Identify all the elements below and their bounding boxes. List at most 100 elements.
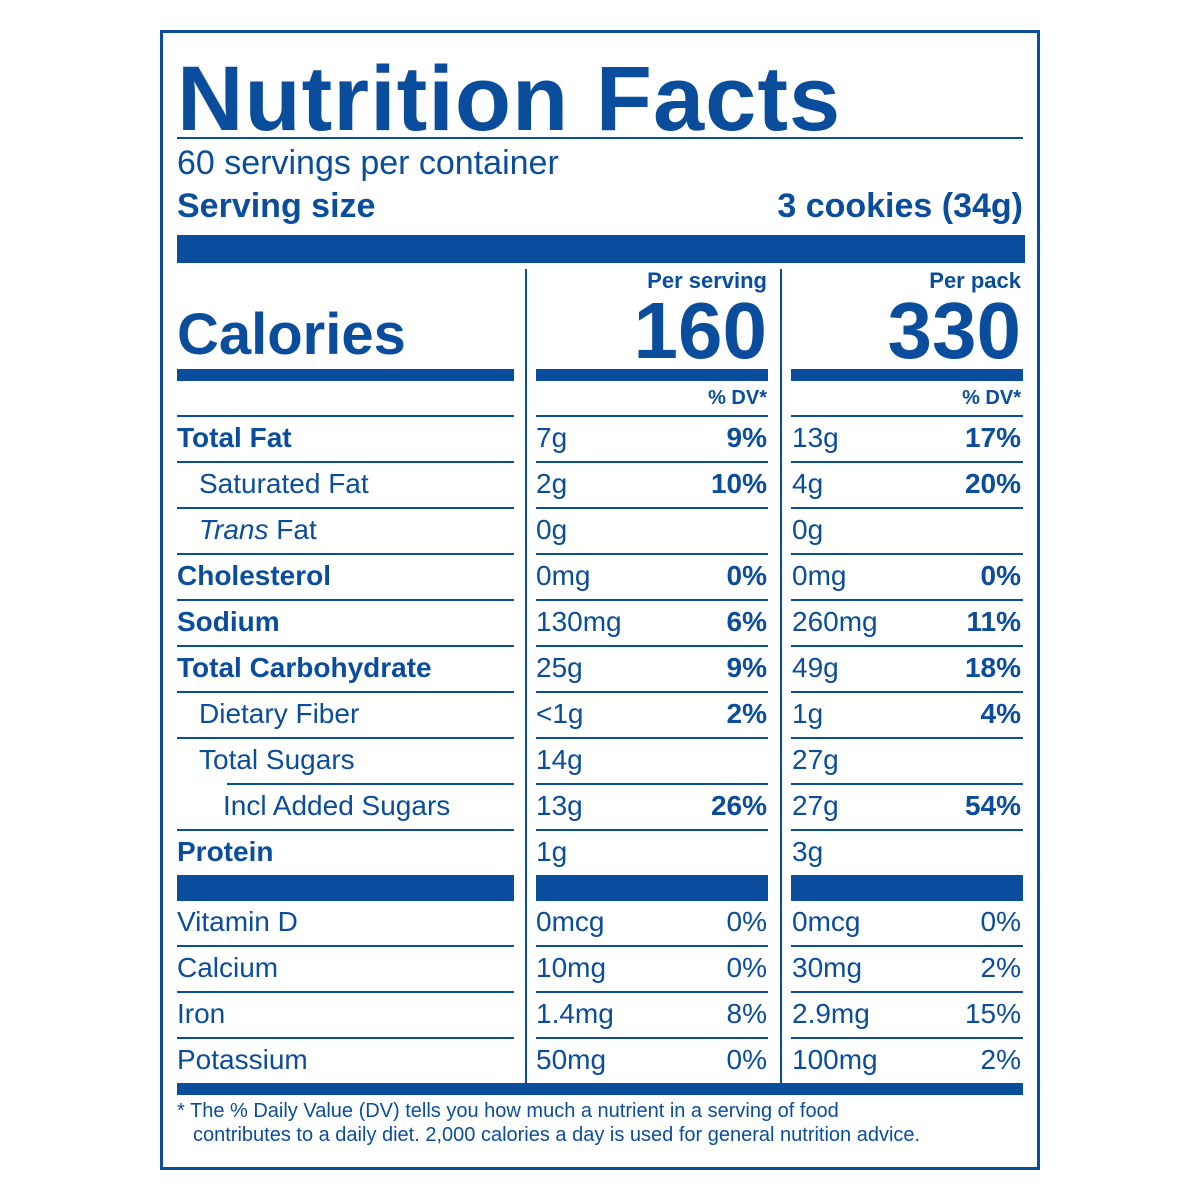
thick-rule-bottom bbox=[177, 1083, 1023, 1095]
per-serving-amount: 1.4mg bbox=[536, 998, 614, 1029]
per-pack-dv: 2% bbox=[980, 952, 1021, 983]
title-rule bbox=[177, 137, 1023, 139]
row-rule bbox=[791, 553, 1023, 555]
trans-rest: Fat bbox=[268, 514, 317, 545]
per-pack-dv: 17% bbox=[964, 422, 1021, 453]
row-rule bbox=[791, 415, 1023, 417]
nutrient-label: Protein bbox=[177, 836, 274, 867]
per-pack-dv: 11% bbox=[966, 606, 1022, 637]
per-serving-dv: 0% bbox=[726, 1044, 767, 1075]
per-serving-amount: 130mg bbox=[536, 606, 622, 637]
row-rule bbox=[177, 691, 514, 693]
nutrient-label: Sodium bbox=[177, 606, 280, 637]
nutrient-label: Trans Fat bbox=[199, 514, 317, 546]
row-rule bbox=[791, 783, 1023, 785]
per-serving-dv: 9% bbox=[726, 422, 767, 453]
column-divider-1 bbox=[525, 269, 527, 1083]
per-serving-amount: 10mg bbox=[536, 952, 607, 983]
row-rule bbox=[536, 691, 768, 693]
per-serving-amount: 1g bbox=[536, 836, 568, 867]
row-rule bbox=[791, 945, 1023, 947]
per-pack-amount: 100mg bbox=[792, 1044, 878, 1075]
serving-size-label: Serving size bbox=[177, 187, 376, 225]
per-serving-dv: 0% bbox=[726, 560, 767, 591]
nutrient-label: Saturated Fat bbox=[199, 468, 369, 499]
row-rule bbox=[536, 507, 768, 509]
per-pack-amount: 49g bbox=[792, 652, 839, 683]
per-pack-dv: 54% bbox=[964, 790, 1021, 821]
row-rule bbox=[177, 829, 514, 831]
row-rule bbox=[791, 829, 1023, 831]
row-rule bbox=[177, 599, 514, 601]
row-rule bbox=[177, 645, 514, 647]
per-serving-dv: 10% bbox=[710, 468, 767, 499]
per-pack-amount: 30mg bbox=[792, 952, 863, 983]
thick-rule-vitamins-right bbox=[791, 875, 1023, 901]
row-rule bbox=[791, 691, 1023, 693]
calories-rule-mid bbox=[536, 369, 768, 381]
per-serving-amount: 7g bbox=[536, 422, 568, 453]
row-rule bbox=[536, 783, 768, 785]
row-rule bbox=[536, 945, 768, 947]
per-serving-dv: 26% bbox=[710, 790, 767, 821]
per-serving-header: Per serving bbox=[647, 268, 767, 293]
row-rule bbox=[536, 737, 768, 739]
per-pack-header: Per pack bbox=[929, 268, 1021, 293]
per-serving-dv: 0% bbox=[726, 952, 767, 983]
per-serving-dv: 2% bbox=[726, 698, 767, 729]
per-serving-dv: 6% bbox=[726, 606, 767, 637]
calories-rule-right bbox=[791, 369, 1023, 381]
nutrient-label: Total Carbohydrate bbox=[177, 652, 432, 683]
row-rule bbox=[791, 507, 1023, 509]
trans-italic: Trans bbox=[199, 514, 269, 545]
label-title: Nutrition Facts bbox=[177, 48, 842, 150]
per-serving-amount: <1g bbox=[536, 698, 584, 729]
footnote-line-2: contributes to a daily diet. 2,000 calor… bbox=[193, 1124, 921, 1146]
row-rule bbox=[177, 1037, 514, 1039]
nutrient-label: Dietary Fiber bbox=[199, 698, 360, 729]
column-divider-2 bbox=[780, 269, 782, 1083]
nutrient-label: Total Sugars bbox=[199, 744, 355, 775]
serving-size-value: 3 cookies (34g) bbox=[777, 187, 1023, 225]
per-pack-dv: 4% bbox=[980, 698, 1021, 729]
row-rule bbox=[791, 991, 1023, 993]
thick-rule-vitamins-mid bbox=[536, 875, 768, 901]
row-rule bbox=[791, 599, 1023, 601]
footnote-line-1: * The % Daily Value (DV) tells you how m… bbox=[177, 1100, 839, 1122]
nutrient-label: Total Fat bbox=[177, 422, 292, 453]
per-serving-amount: 50mg bbox=[536, 1044, 607, 1075]
per-pack-amount: 2.9mg bbox=[792, 998, 870, 1029]
row-rule bbox=[536, 461, 768, 463]
per-serving-dv: 0% bbox=[726, 906, 767, 937]
per-pack-amount: 27g bbox=[792, 790, 839, 821]
per-pack-amount: 0mg bbox=[792, 560, 847, 591]
per-pack-amount: 13g bbox=[792, 422, 839, 453]
per-serving-dv: 8% bbox=[726, 998, 767, 1029]
row-rule bbox=[791, 461, 1023, 463]
row-rule bbox=[177, 553, 514, 555]
thick-rule-top bbox=[177, 235, 1025, 263]
per-serving-amount: 0mcg bbox=[536, 906, 605, 937]
row-rule bbox=[791, 1037, 1023, 1039]
calories-rule-left bbox=[177, 369, 514, 381]
per-serving-amount: 0g bbox=[536, 514, 568, 545]
servings-per-container: 60 servings per container bbox=[177, 144, 559, 182]
footnote: * The % Daily Value (DV) tells you how m… bbox=[177, 1099, 1037, 1147]
row-rule bbox=[177, 945, 514, 947]
per-serving-amount: 0mg bbox=[536, 560, 591, 591]
dv-header-pack: % DV* bbox=[962, 387, 1021, 409]
per-pack-dv: 0% bbox=[980, 906, 1021, 937]
row-rule bbox=[177, 991, 514, 993]
per-serving-amount: 14g bbox=[536, 744, 583, 775]
per-pack-amount: 260mg bbox=[792, 606, 878, 637]
per-pack-amount: 0mcg bbox=[792, 906, 861, 937]
row-rule bbox=[536, 991, 768, 993]
nutrient-label: Cholesterol bbox=[177, 560, 332, 591]
calories-per-serving: 160 bbox=[633, 286, 767, 375]
vitamin-label: Calcium bbox=[177, 952, 279, 983]
per-serving-amount: 25g bbox=[536, 652, 583, 683]
vitamin-label: Vitamin D bbox=[177, 906, 298, 937]
per-serving-dv: 9% bbox=[726, 652, 767, 683]
row-rule bbox=[227, 783, 514, 785]
row-rule bbox=[536, 415, 768, 417]
